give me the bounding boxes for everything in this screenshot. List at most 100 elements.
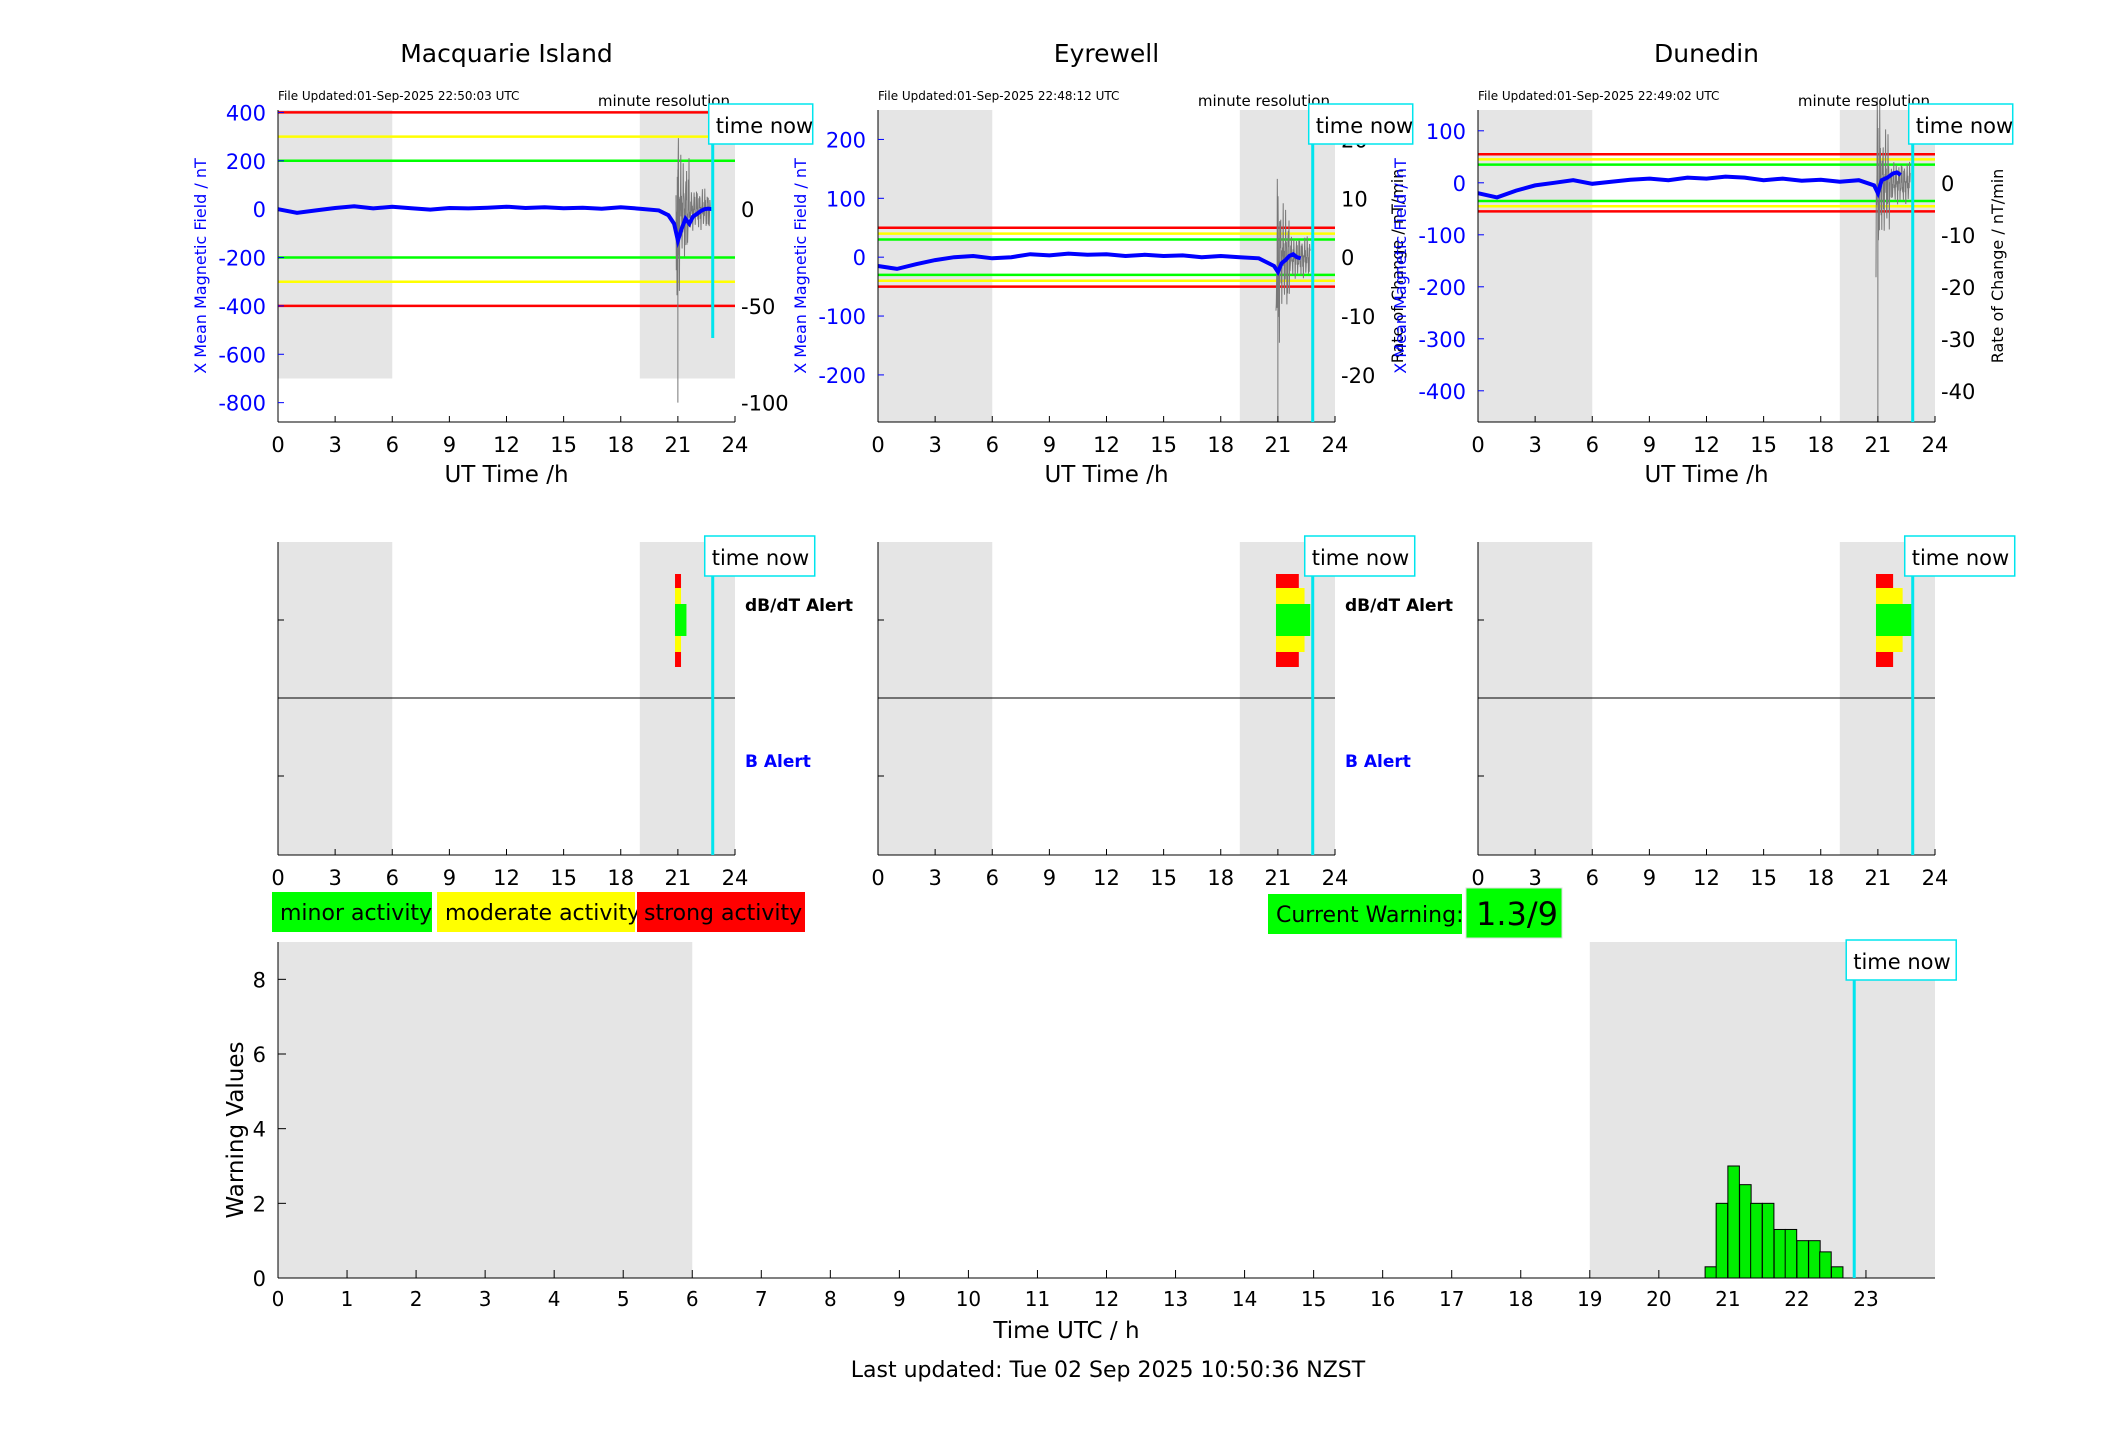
- y-right-tick-label: 0: [1941, 172, 1954, 196]
- x-tick-label: 9: [1043, 433, 1056, 457]
- warning-bar: [1727, 1165, 1740, 1279]
- alert-panel-dunedin: 0 3 6 9 12 15 18 21 24 time now: [1471, 535, 2016, 890]
- time-now-box: [1907, 103, 2014, 145]
- x-tick-label: 9: [1643, 866, 1656, 890]
- x-tick-label: 6: [986, 433, 999, 457]
- station-title: Eyrewell: [1054, 39, 1159, 68]
- legend-strong-label: strong activity: [644, 901, 802, 926]
- rate-of-change-trace: [1275, 178, 1311, 343]
- x-tick-label: 23: [1853, 1287, 1878, 1311]
- x-tick-label: 12: [493, 433, 520, 457]
- x-tick-label: 0: [871, 866, 884, 890]
- x-axis-label: UT Time /h: [1044, 462, 1168, 488]
- x-tick-label: 3: [479, 1287, 492, 1311]
- warning-bar: [1715, 1202, 1729, 1279]
- x-tick-label: 19: [1577, 1287, 1602, 1311]
- night-shading: [878, 110, 993, 422]
- alert-panel-macquarie-island: 0 3 6 9 12 15 18 21 24 dB/dT Alert B Alert time now: [271, 535, 853, 890]
- y-axis-label-left: X Mean Magnetic Field / nT: [191, 158, 210, 374]
- dbdt-alert-block: [1275, 588, 1305, 604]
- x-axis-label: UT Time /h: [1644, 462, 1768, 488]
- x-tick-label: 0: [1471, 433, 1484, 457]
- x-tick-label: 18: [1807, 433, 1834, 457]
- y-right-tick-label: -100: [741, 392, 789, 416]
- y-tick-label: 6: [253, 1043, 266, 1067]
- rate-of-change-trace: [675, 138, 711, 296]
- x-tick-label: 15: [550, 866, 577, 890]
- x-tick-label: 24: [722, 866, 749, 890]
- x-tick-label: 18: [607, 866, 634, 890]
- x-tick-label: 12: [1693, 433, 1720, 457]
- x-tick-label: 20: [1646, 1287, 1671, 1311]
- warning-bar: [1808, 1240, 1821, 1279]
- time-now-label: time now: [716, 114, 813, 138]
- x-tick-label: 15: [1750, 433, 1777, 457]
- station-title: Macquarie Island: [400, 39, 613, 68]
- x-tick-label: 21: [1865, 433, 1892, 457]
- y-right-tick-label: -40: [1941, 380, 1975, 404]
- dbdt-alert-block: [1875, 604, 1913, 636]
- x-tick-label: 3: [328, 866, 341, 890]
- y-axis-label-left: X Mean Magnetic Field / nT: [791, 158, 810, 374]
- dbdt-alert-block: [675, 574, 682, 588]
- x-tick-label: 18: [1207, 433, 1234, 457]
- dbdt-alert-block: [675, 636, 682, 652]
- file-updated: File Updated:01-Sep-2025 22:49:02 UTC: [1478, 89, 1719, 103]
- x-tick-label: 6: [986, 866, 999, 890]
- x-tick-label: 16: [1370, 1287, 1395, 1311]
- x-tick-label: 8: [824, 1287, 837, 1311]
- file-updated: File Updated:01-Sep-2025 22:48:12 UTC: [878, 89, 1119, 103]
- file-updated: File Updated:01-Sep-2025 22:50:03 UTC: [278, 89, 519, 103]
- x-tick-label: 21: [1265, 433, 1292, 457]
- current-warning: Current Warning: 1.3/9: [1268, 887, 1563, 939]
- y-tick-label: -200: [1418, 276, 1466, 300]
- time-now-box: [707, 103, 814, 145]
- dbdt-alert-block: [1875, 636, 1903, 652]
- legend-moderate-label: moderate activity: [445, 901, 640, 926]
- time-now-label: time now: [1912, 546, 2009, 570]
- y-tick-label: 200: [826, 128, 866, 152]
- y-tick-label: -100: [1418, 224, 1466, 248]
- x-tick-label: 3: [1528, 866, 1541, 890]
- dbdt-alert-label: dB/dT Alert: [1345, 596, 1453, 616]
- x-axis-label: Time UTC / h: [992, 1318, 1139, 1344]
- time-now-label: time now: [1316, 114, 1413, 138]
- y-axis-label: Warning Values: [223, 1041, 249, 1218]
- warning-bar: [1830, 1266, 1844, 1279]
- time-now-box: [1307, 103, 1414, 145]
- station-title: Dunedin: [1654, 39, 1759, 68]
- warning-bar: [1784, 1228, 1798, 1279]
- x-tick-label: 3: [328, 433, 341, 457]
- x-tick-label: 13: [1163, 1287, 1188, 1311]
- x-tick-label: 21: [1865, 866, 1892, 890]
- warning-bar: [1796, 1240, 1809, 1279]
- y-tick-label: 100: [1426, 120, 1466, 144]
- warning-values-panel: 0 1 2 3 4 5 6 7 8 9 10 11 12 13 14 15 16 17 18 19 20 21 22 2302…: [223, 939, 1957, 1344]
- x-tick-label: 15: [1301, 1287, 1326, 1311]
- x-tick-label: 15: [1150, 866, 1177, 890]
- x-tick-label: 9: [1043, 866, 1056, 890]
- x-tick-label: 2: [410, 1287, 423, 1311]
- x-tick-label: 18: [1207, 866, 1234, 890]
- x-tick-label: 21: [665, 866, 692, 890]
- y-right-tick-label: 10: [1341, 187, 1368, 211]
- warning-bar: [1819, 1251, 1832, 1279]
- x-tick-label: 6: [1586, 866, 1599, 890]
- y-tick-label: 0: [253, 1267, 266, 1291]
- time-now-box: [703, 535, 816, 577]
- activity-legend: minor activity moderate activity strong …: [272, 892, 805, 932]
- x-tick-label: 21: [1265, 866, 1292, 890]
- y-tick-label: -300: [1418, 328, 1466, 352]
- y-tick-label: 0: [253, 198, 266, 222]
- station-panels: 036912151821244002000-200-400-600-800500…: [191, 39, 2014, 488]
- x-tick-label: 3: [1528, 433, 1541, 457]
- x-tick-label: 24: [722, 433, 749, 457]
- x-tick-label: 3: [928, 866, 941, 890]
- legend-moderate-swatch: [437, 892, 635, 932]
- x-tick-label: 9: [443, 866, 456, 890]
- y-tick-label: 4: [253, 1118, 266, 1142]
- x-tick-label: 21: [665, 433, 692, 457]
- dbdt-alert-block: [1275, 604, 1311, 636]
- y-axis-label-left: X Mean Magnetic Field / nT: [1391, 158, 1410, 374]
- x-tick-label: 18: [1807, 866, 1834, 890]
